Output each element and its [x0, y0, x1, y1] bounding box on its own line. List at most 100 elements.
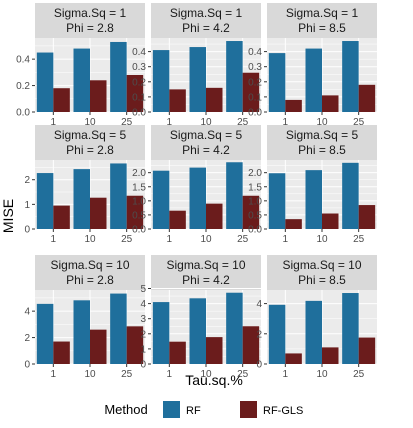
bar-rf-gls: [322, 213, 339, 229]
y-tick-label: 1.5: [132, 182, 146, 193]
y-tick-label: 0.0: [248, 108, 262, 119]
bar-rf-gls: [285, 99, 302, 112]
bar-rf-gls: [285, 353, 302, 364]
bar-rf: [73, 48, 90, 112]
strip-label-phi: Phi = 8.5: [298, 21, 346, 35]
y-tick-label: 1.0: [132, 196, 146, 207]
y-tick-label: 4: [256, 299, 262, 310]
bar-rf: [152, 302, 170, 364]
bar-rf-gls: [285, 219, 302, 229]
x-tick-label: 1: [283, 369, 289, 380]
x-tick-label: 1: [51, 234, 57, 245]
strip-label-sigma: Sigma.Sq = 5: [54, 128, 127, 142]
bar-rf: [152, 170, 170, 229]
x-tick-label: 10: [200, 117, 212, 128]
strip-label-phi: Phi = 2.8: [66, 273, 114, 287]
y-tick-label: 0.0: [132, 108, 146, 119]
y-tick-label: 0: [140, 360, 146, 371]
facet-strip: [35, 3, 145, 38]
bar-rf: [189, 47, 206, 112]
x-tick-label: 10: [316, 117, 328, 128]
facet-strip: [267, 3, 377, 38]
x-tick-label: 1: [167, 234, 173, 245]
x-tick-label: 25: [353, 369, 365, 380]
strip-label-phi: Phi = 4.2: [182, 143, 230, 157]
x-tick-label: 25: [237, 234, 249, 245]
y-tick-label: 0.0: [16, 108, 30, 119]
y-tick-label: 0.0: [248, 225, 262, 236]
y-tick-label: 1.0: [248, 196, 262, 207]
bar-rf-gls: [358, 205, 376, 229]
x-tick-label: 1: [283, 234, 289, 245]
strip-label-sigma: Sigma.Sq = 10: [282, 258, 361, 272]
bar-rf: [268, 304, 286, 364]
y-tick-label: 0.1: [248, 92, 262, 103]
bar-rf-gls: [169, 341, 186, 364]
bar-rf: [305, 48, 322, 112]
legend-label-rf-gls: RF-GLS: [263, 405, 303, 417]
x-tick-label: 10: [84, 369, 96, 380]
bar-rf: [189, 298, 206, 364]
strip-label-sigma: Sigma.Sq = 1: [286, 6, 359, 20]
bar-rf: [152, 50, 170, 112]
legend-label-rf: RF: [186, 405, 201, 417]
bar-rf: [189, 167, 206, 229]
x-tick-label: 25: [121, 117, 133, 128]
bar-rf-gls: [206, 203, 223, 229]
facet-strip: [151, 3, 261, 38]
bar-rf: [342, 162, 359, 229]
x-tick-label: 25: [237, 369, 249, 380]
y-tick-label: 2.0: [132, 168, 146, 179]
y-tick-label: 5: [140, 284, 146, 295]
facet-strip: [35, 125, 145, 160]
bar-rf-gls: [206, 337, 223, 364]
bar-rf: [342, 293, 359, 364]
bar-rf-gls: [358, 337, 376, 364]
bar-rf: [36, 52, 54, 112]
bar-rf-gls: [126, 195, 144, 229]
x-axis-title: Tau.sq.%: [185, 372, 243, 388]
x-tick-label: 1: [167, 117, 173, 128]
y-tick-label: 0: [24, 360, 30, 371]
facet-strip: [151, 125, 261, 160]
strip-label-phi: Phi = 4.2: [182, 273, 230, 287]
legend-title: Method: [104, 402, 147, 417]
x-tick-label: 25: [121, 234, 133, 245]
bar-rf: [226, 162, 243, 229]
bar-rf-gls: [53, 205, 70, 229]
strip-label-sigma: Sigma.Sq = 5: [286, 128, 359, 142]
y-axis-title: MISE: [0, 199, 16, 233]
facet-strip: [151, 255, 261, 290]
bar-rf: [110, 293, 127, 364]
bar-rf: [226, 41, 243, 112]
y-tick-label: 0.4: [16, 55, 30, 66]
bar-rf: [110, 163, 127, 229]
strip-label-phi: Phi = 8.5: [298, 143, 346, 157]
bar-rf: [73, 169, 90, 229]
x-tick-label: 10: [316, 369, 328, 380]
y-tick-label: 0.2: [248, 77, 262, 88]
strip-label-phi: Phi = 2.8: [66, 21, 114, 35]
x-tick-label: 10: [316, 234, 328, 245]
strip-label-phi: Phi = 2.8: [66, 143, 114, 157]
bar-rf: [342, 41, 359, 112]
x-tick-label: 25: [237, 117, 249, 128]
y-tick-label: 2: [256, 329, 262, 340]
bar-rf: [226, 292, 243, 364]
bar-rf: [305, 300, 322, 364]
y-tick-label: 0.1: [132, 92, 146, 103]
bar-rf: [36, 173, 54, 229]
bar-rf-gls: [169, 89, 186, 112]
bar-rf: [268, 53, 286, 112]
bar-rf-gls: [322, 95, 339, 112]
bar-rf-gls: [90, 197, 107, 229]
